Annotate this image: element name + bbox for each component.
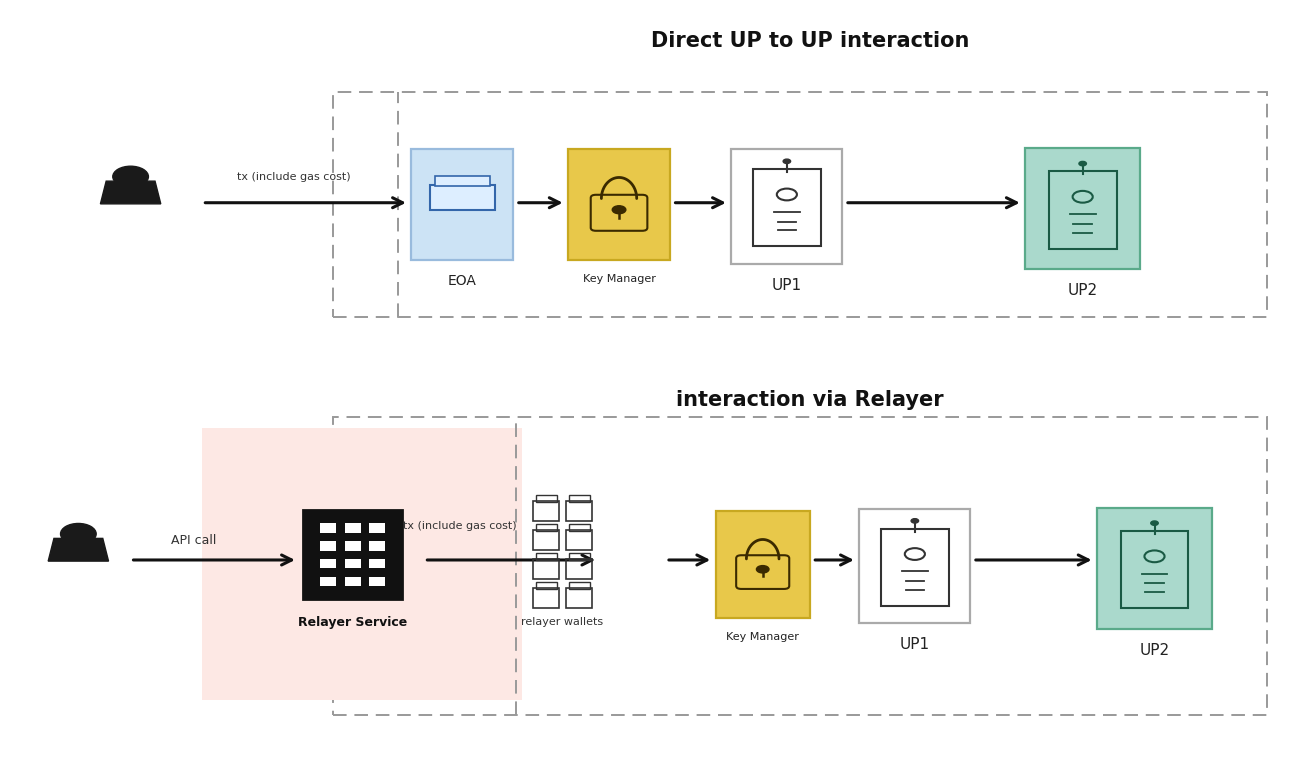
Text: interaction via Relayer: interaction via Relayer [677, 390, 943, 410]
Text: Key Manager: Key Manager [582, 274, 656, 284]
Bar [430, 185, 495, 210]
Bar [320, 541, 336, 551]
Circle shape [613, 206, 626, 213]
Bar [345, 558, 360, 568]
Bar [320, 523, 336, 532]
Bar [435, 176, 490, 187]
Bar [1025, 148, 1140, 269]
Bar [567, 588, 592, 608]
Bar [569, 495, 589, 502]
Text: tx (include gas cost): tx (include gas cost) [236, 172, 351, 182]
Bar [370, 558, 385, 568]
Text: API call: API call [171, 534, 215, 547]
Bar [569, 582, 589, 589]
Bar [533, 559, 559, 579]
Bar [533, 588, 559, 608]
Bar [567, 530, 592, 550]
Bar [567, 559, 592, 579]
Text: Key Manager: Key Manager [726, 632, 799, 642]
Bar [320, 577, 336, 586]
Bar [569, 524, 589, 531]
Bar [370, 577, 385, 586]
Text: EOA: EOA [448, 274, 477, 288]
Circle shape [784, 159, 790, 164]
Bar [370, 523, 385, 532]
Circle shape [60, 523, 97, 545]
Bar [320, 558, 336, 568]
Bar [533, 501, 559, 521]
Circle shape [756, 565, 769, 573]
Text: UP1: UP1 [772, 278, 802, 293]
Bar [859, 509, 970, 623]
Bar [345, 541, 360, 551]
Bar [567, 501, 592, 521]
Circle shape [112, 166, 149, 187]
Bar [345, 577, 360, 586]
Bar [535, 524, 556, 531]
Bar [333, 92, 1267, 317]
Text: Relayer Service: Relayer Service [298, 616, 407, 629]
Text: tx (include gas cost): tx (include gas cost) [402, 521, 517, 531]
Text: UP1: UP1 [900, 637, 930, 653]
Bar [202, 428, 522, 700]
Text: Direct UP to UP interaction: Direct UP to UP interaction [650, 31, 969, 50]
Bar [535, 582, 556, 589]
Bar [303, 510, 402, 599]
Bar [333, 417, 1267, 715]
Text: relayer wallets: relayer wallets [521, 617, 602, 627]
Bar [1097, 508, 1212, 629]
Bar [716, 511, 810, 618]
Bar [411, 149, 513, 260]
Circle shape [912, 519, 918, 523]
Bar [533, 530, 559, 550]
Text: UP2: UP2 [1139, 643, 1170, 658]
Polygon shape [48, 539, 108, 561]
Bar [731, 149, 842, 264]
Bar [345, 523, 360, 532]
Bar [535, 553, 556, 560]
Bar [535, 495, 556, 502]
Polygon shape [101, 181, 161, 203]
Bar [370, 541, 385, 551]
Bar [568, 149, 670, 260]
Circle shape [1079, 161, 1087, 166]
Bar [569, 553, 589, 560]
Text: UP2: UP2 [1067, 283, 1098, 298]
Circle shape [1151, 521, 1158, 526]
